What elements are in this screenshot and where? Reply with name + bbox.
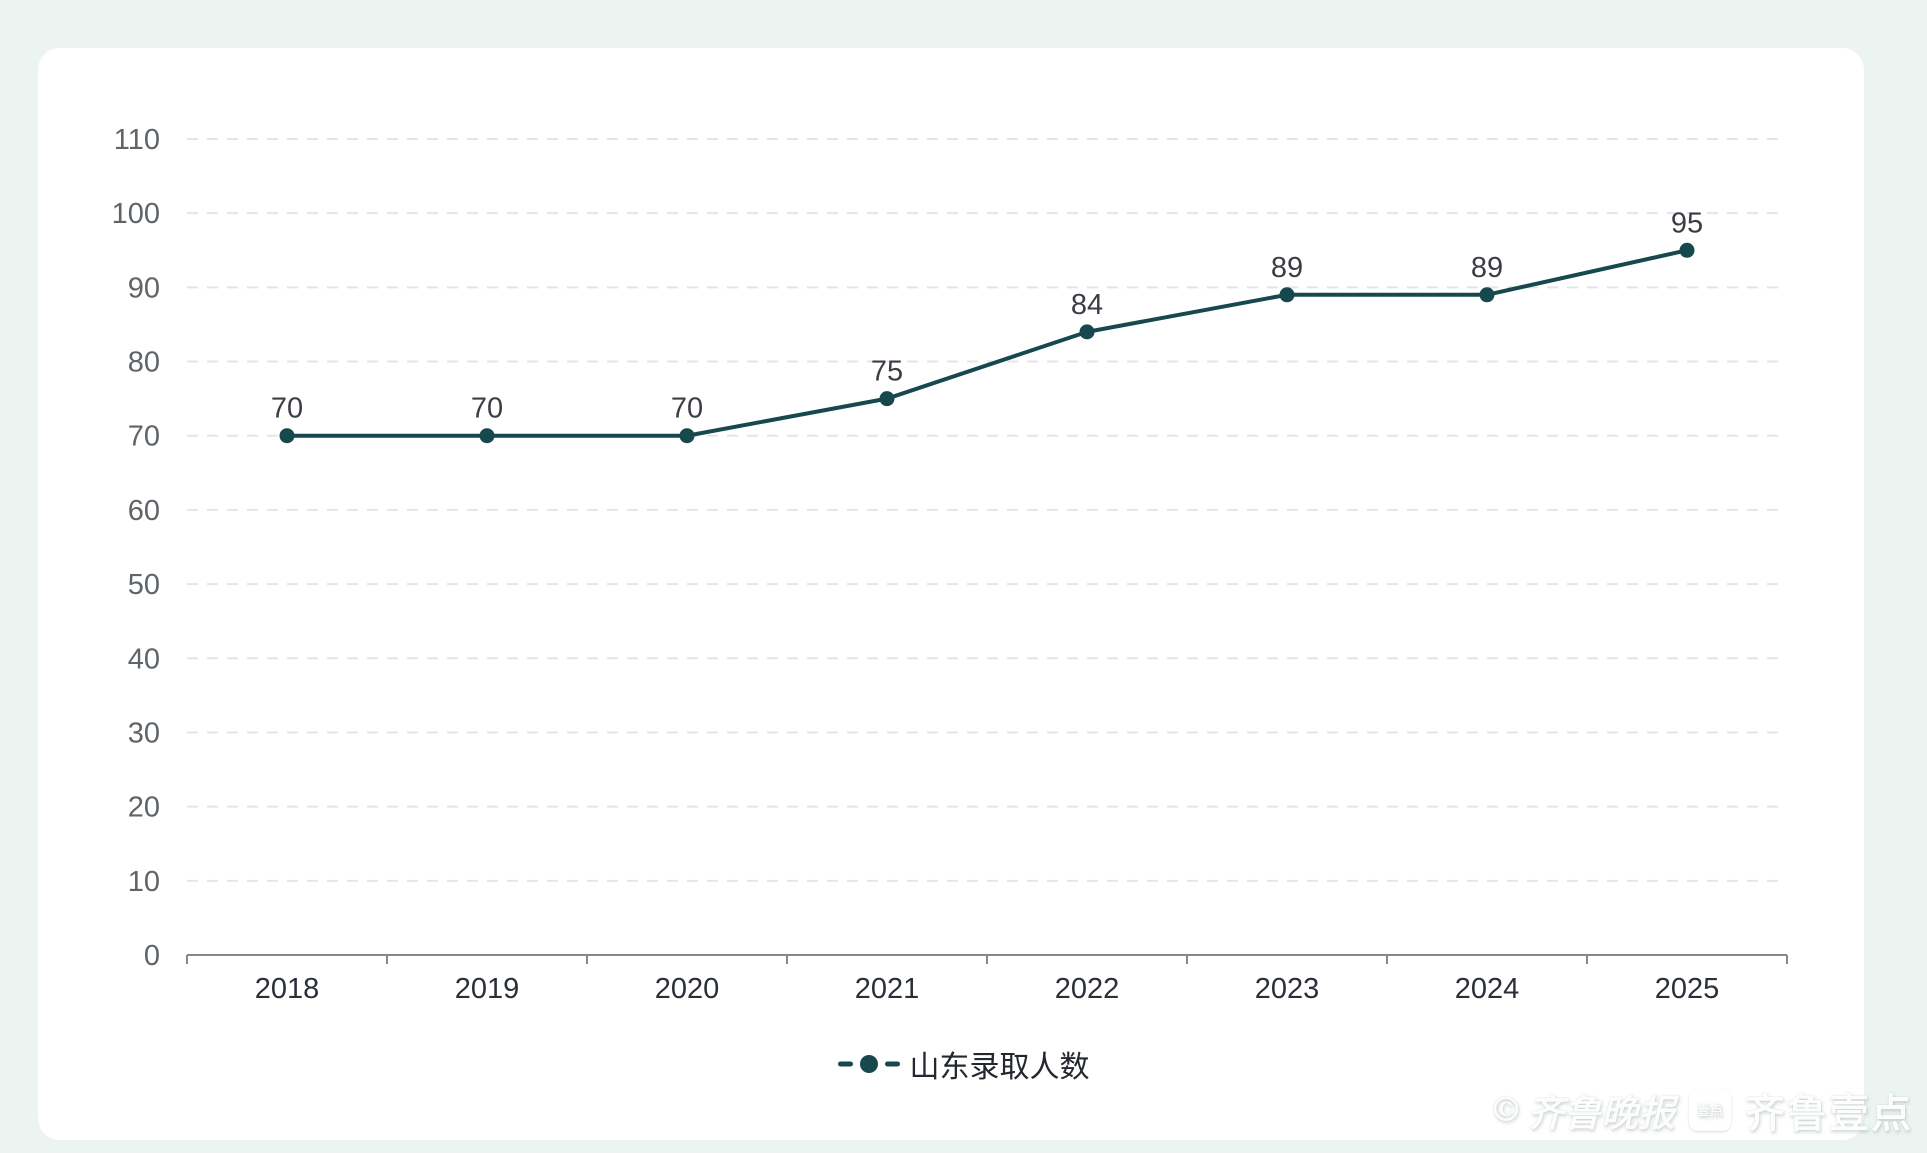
data-point[interactable] <box>679 428 695 444</box>
x-axis-category-label: 2023 <box>1255 973 1320 1005</box>
data-point[interactable] <box>479 428 495 444</box>
data-line <box>285 248 1689 438</box>
data-point-label: 89 <box>1471 252 1503 284</box>
data-point-label: 70 <box>671 393 703 425</box>
legend-item[interactable]: 山东录取人数 <box>837 1042 1090 1086</box>
watermark-brand-text: 齐鲁壹点 <box>1745 1092 1913 1136</box>
y-axis-tick-label: 70 <box>128 421 160 453</box>
y-axis-tick-label: 50 <box>128 569 160 601</box>
watermark-script-text: 齐鲁晚报 <box>1527 1091 1675 1135</box>
y-axis-tick-label: 40 <box>128 643 160 675</box>
x-axis-category-label: 2019 <box>455 973 520 1005</box>
copyright-icon: © <box>1489 1090 1523 1130</box>
x-axis-category-label: 2018 <box>255 973 320 1005</box>
legend-dash-left <box>837 1061 853 1067</box>
y-axis-tick-label: 0 <box>144 940 160 972</box>
y-axis-tick-label: 110 <box>114 124 160 156</box>
y-axis-tick-label: 20 <box>128 792 160 824</box>
y-axis-tick-label: 100 <box>112 198 160 230</box>
yidian-app-icon: 壹点 <box>1689 1089 1731 1131</box>
data-point[interactable] <box>1279 287 1295 303</box>
y-axis-tick-label: 30 <box>128 717 160 749</box>
data-point[interactable] <box>1479 287 1495 303</box>
legend-label: 山东录取人数 <box>909 1051 1090 1084</box>
legend-dash-right <box>884 1061 900 1067</box>
data-point-label: 75 <box>871 356 903 388</box>
y-axis-tick-label: 80 <box>128 347 160 379</box>
watermark-newspaper-logo: © 齐鲁晚报 <box>1489 1083 1675 1137</box>
data-point[interactable] <box>879 391 895 407</box>
data-point-label: 89 <box>1271 252 1303 284</box>
data-point-label: 70 <box>471 393 503 425</box>
data-point-label: 70 <box>271 393 303 425</box>
x-axis-category-label: 2025 <box>1655 973 1720 1005</box>
data-point[interactable] <box>1679 242 1695 258</box>
y-axis-tick-label: 10 <box>128 866 160 898</box>
x-axis-category-label: 2022 <box>1055 973 1120 1005</box>
data-point-label: 95 <box>1671 207 1703 239</box>
legend-line-marker-icon <box>837 1055 900 1073</box>
data-point[interactable] <box>1079 324 1095 340</box>
x-axis-category-label: 2021 <box>855 973 920 1005</box>
yidian-app-icon-text: 壹点 <box>1696 1102 1723 1118</box>
x-axis-category-label: 2024 <box>1455 973 1520 1005</box>
data-point[interactable] <box>279 428 295 444</box>
y-axis-tick-label: 90 <box>128 272 160 304</box>
legend-dot <box>859 1055 878 1073</box>
x-axis-category-label: 2020 <box>655 973 720 1005</box>
data-point-label: 84 <box>1071 289 1103 321</box>
y-axis-tick-label: 60 <box>128 495 160 527</box>
chart-card <box>38 48 1864 1140</box>
watermark: © 齐鲁晚报 壹点 齐鲁壹点 <box>1489 1082 1913 1138</box>
